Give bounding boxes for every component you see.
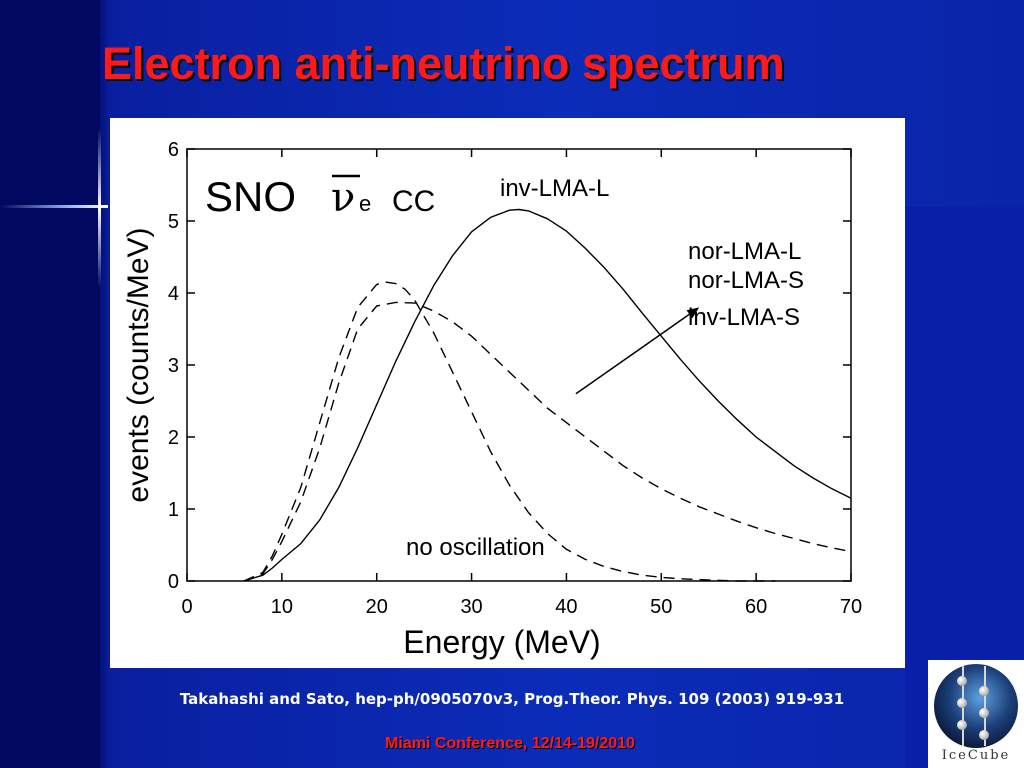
conference-footer: Miami Conference, 12/14-19/2010 xyxy=(385,735,635,752)
y-tick-label: 3 xyxy=(168,355,179,377)
x-tick-label: 50 xyxy=(650,596,672,618)
curve-inv-lma-l xyxy=(243,208,852,582)
annotation-no-oscillation: no oscillation xyxy=(406,534,545,561)
curves-group xyxy=(243,208,852,582)
y-tick-label: 5 xyxy=(168,211,179,233)
icecube-logo: IceCube xyxy=(928,660,1024,768)
y-axis-ticks: 0 1 2 3 4 5 6 xyxy=(168,139,851,593)
annotation-arrow xyxy=(575,313,690,395)
curve-no-oscillation xyxy=(243,281,776,582)
logo-wordmark: IceCube xyxy=(941,748,1011,763)
curve-oscillated-group xyxy=(243,301,852,582)
x-axis-label: Energy (MeV) xyxy=(403,624,600,660)
x-tick-label: 10 xyxy=(271,596,293,618)
x-tick-label: 40 xyxy=(555,596,577,618)
x-tick-label: 60 xyxy=(745,596,767,618)
panel-label-symbol: ν xyxy=(331,175,355,221)
y-axis-label: events (counts/MeV) xyxy=(122,227,155,502)
plot-panel: 0 1 2 3 4 5 6 0 10 20 30 40 50 60 70 SNO ν e CC inv-L… xyxy=(110,118,905,668)
x-tick-label: 20 xyxy=(366,596,388,618)
spectrum-chart: 0 1 2 3 4 5 6 0 10 20 30 40 50 60 70 SNO ν e CC inv-L… xyxy=(122,139,862,660)
x-tick-label: 70 xyxy=(840,596,862,618)
annotation-nor-lma-l: nor-LMA-L xyxy=(688,238,801,265)
slide-title: Electron anti-neutrino spectrum xyxy=(102,38,785,89)
x-axis-ticks: 0 10 20 30 40 50 60 70 xyxy=(181,149,862,618)
y-tick-label: 0 xyxy=(168,571,179,593)
decorative-glow-vertical xyxy=(98,128,101,288)
annotation-inv-lma-l: inv-LMA-L xyxy=(500,175,609,202)
panel-label-prefix: SNO xyxy=(205,173,296,220)
left-background-band xyxy=(0,0,100,768)
citation-text: Takahashi and Sato, hep-ph/0905070v3, Pr… xyxy=(179,690,845,708)
y-tick-label: 4 xyxy=(168,283,179,305)
logo-globe xyxy=(934,664,1018,748)
annotation-arrowhead xyxy=(686,307,700,319)
panel-label-suffix: CC xyxy=(392,185,435,218)
annotation-inv-lma-s: inv-LMA-S xyxy=(688,304,800,331)
x-tick-label: 0 xyxy=(181,596,192,618)
x-tick-label: 30 xyxy=(460,596,482,618)
y-tick-label: 2 xyxy=(168,427,179,449)
y-tick-label: 6 xyxy=(168,139,179,161)
annotation-nor-lma-s: nor-LMA-S xyxy=(688,267,804,294)
y-tick-label: 1 xyxy=(168,499,179,521)
decorative-glow-horizontal xyxy=(0,205,108,208)
panel-label-subscript: e xyxy=(359,191,371,216)
